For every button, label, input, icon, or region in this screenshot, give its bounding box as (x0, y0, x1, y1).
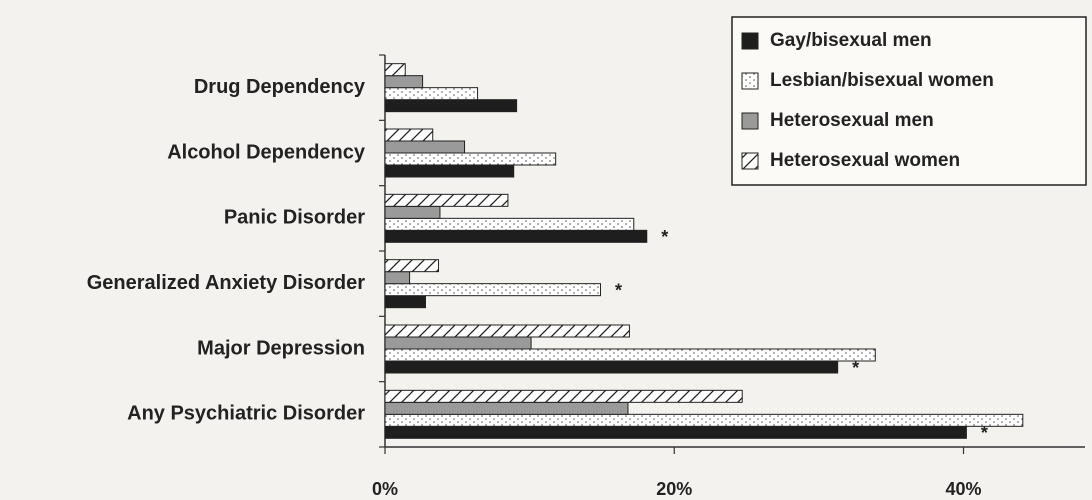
bar (384, 295, 426, 309)
x-tick-label: 20% (656, 479, 692, 499)
legend-box (731, 16, 1087, 186)
legend-swatch (741, 112, 759, 130)
bar (384, 283, 601, 297)
bar (384, 87, 479, 101)
bar (384, 164, 515, 178)
bar (384, 259, 440, 273)
legend-label: Heterosexual women (770, 150, 960, 171)
bar (384, 425, 967, 439)
category-label: Panic Disorder (224, 207, 365, 229)
bar (384, 217, 635, 231)
bar (384, 152, 557, 166)
legend-label: Heterosexual men (770, 110, 934, 131)
legend-label: Lesbian/bisexual women (770, 70, 994, 91)
bar (384, 205, 441, 219)
bar (384, 75, 424, 89)
bar (384, 324, 630, 338)
bar (384, 140, 466, 154)
x-tick-label: 40% (945, 479, 981, 499)
annotation: * (615, 280, 622, 300)
annotation: * (661, 227, 668, 247)
bar (384, 348, 876, 362)
bar (384, 336, 532, 350)
category-label: Major Depression (197, 337, 365, 359)
bar (384, 360, 839, 374)
bar (384, 63, 406, 77)
bar (384, 271, 411, 285)
bar (384, 413, 1024, 427)
legend-swatch (741, 72, 759, 90)
bar (384, 229, 648, 243)
bar (384, 99, 518, 113)
annotation: * (981, 423, 988, 443)
legend-swatch (741, 32, 759, 50)
category-label: Any Psychiatric Disorder (127, 403, 365, 425)
category-label: Drug Dependency (194, 76, 366, 98)
legend-label: Gay/bisexual men (770, 30, 932, 51)
bar (384, 401, 629, 415)
x-tick-label: 0% (372, 479, 398, 499)
bar (384, 389, 743, 403)
category-label: Alcohol Dependency (167, 141, 366, 163)
bar (384, 193, 509, 207)
legend-swatch (741, 152, 759, 170)
bar (384, 128, 434, 142)
category-label: Generalized Anxiety Disorder (87, 272, 365, 294)
annotation: * (852, 358, 859, 378)
